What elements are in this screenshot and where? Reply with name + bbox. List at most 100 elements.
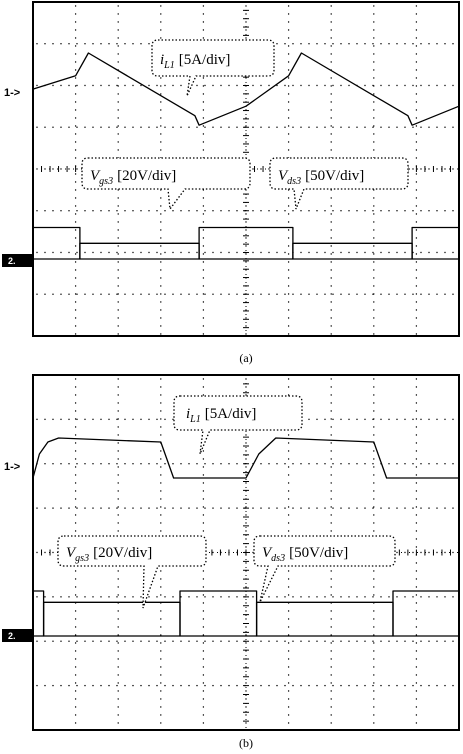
grid-dot xyxy=(116,84,118,87)
grid-dot xyxy=(373,650,375,652)
grid-dot xyxy=(300,126,302,128)
grid-dot xyxy=(74,514,77,516)
grid-dot xyxy=(287,141,290,143)
grid-dot xyxy=(452,293,454,295)
grid-dot xyxy=(236,84,238,87)
grid-dot xyxy=(180,507,182,509)
grid-dot xyxy=(202,261,205,263)
grid-dot xyxy=(74,5,77,7)
grid-dot xyxy=(68,640,70,642)
grid-dot xyxy=(160,205,162,207)
grid-dot xyxy=(287,101,290,103)
grid-dot xyxy=(245,474,247,476)
grid-dot xyxy=(60,596,62,598)
grid-dot xyxy=(396,84,398,87)
grid-dot xyxy=(196,84,198,87)
grid-dot xyxy=(116,210,118,212)
grid-dot xyxy=(373,610,375,612)
grid-dot xyxy=(316,640,318,642)
grid-dot xyxy=(452,168,454,170)
grid-dot xyxy=(202,466,205,468)
grid-dot xyxy=(212,596,214,598)
grid-dot xyxy=(74,418,77,420)
grid-dot xyxy=(132,507,134,509)
grid-dot xyxy=(330,293,332,295)
grid-dot xyxy=(117,418,119,420)
grid-dot xyxy=(373,69,375,71)
grid-dot xyxy=(428,84,430,87)
grid-dot xyxy=(415,205,418,207)
grid-dot xyxy=(202,722,205,724)
grid-dot xyxy=(202,666,205,668)
grid-dot xyxy=(373,426,375,428)
grid-dot xyxy=(287,93,290,95)
grid-dot xyxy=(236,596,238,598)
grid-dot xyxy=(202,205,205,207)
grid-dot xyxy=(76,418,78,421)
grid-dot xyxy=(444,84,446,87)
grid-dot xyxy=(452,640,454,642)
grid-dot xyxy=(220,640,222,642)
grid-dot xyxy=(202,458,205,460)
grid-dot xyxy=(100,293,102,295)
grid-dot xyxy=(245,37,247,39)
grid-dot xyxy=(245,434,247,436)
grid-dot xyxy=(204,210,206,212)
grid-dot xyxy=(74,450,77,452)
grid-dot xyxy=(212,210,214,212)
grid-dot xyxy=(324,507,326,509)
grid-dot xyxy=(300,43,302,45)
grid-dot xyxy=(373,514,375,516)
grid-dot xyxy=(330,221,332,223)
grid-dot xyxy=(260,293,262,295)
grid-dot xyxy=(332,418,334,421)
grid-dot xyxy=(388,684,390,687)
grid-dot xyxy=(415,522,418,524)
grid-dot xyxy=(415,245,418,247)
grid-dot xyxy=(148,684,150,687)
grid-dot xyxy=(415,37,418,39)
grid-dot xyxy=(202,610,205,612)
grid-dot xyxy=(287,442,290,444)
grid-dot xyxy=(415,578,418,580)
grid-dot xyxy=(380,126,382,128)
grid-dot xyxy=(74,410,77,412)
grid-dot xyxy=(74,141,77,143)
grid-dot xyxy=(245,133,247,135)
grid-dot xyxy=(117,378,119,380)
grid-dot xyxy=(202,618,205,620)
grid-dot xyxy=(415,402,418,404)
drain-voltage-trace xyxy=(33,590,459,637)
grid-dot xyxy=(287,674,290,676)
grid-dot xyxy=(428,168,430,170)
grid-dot xyxy=(180,210,182,212)
grid-dot xyxy=(316,418,318,421)
grid-dot xyxy=(276,43,278,45)
grid-dot xyxy=(330,434,332,436)
grid-dot xyxy=(348,293,350,295)
grid-dot xyxy=(36,418,38,421)
grid-dot xyxy=(92,210,94,212)
grid-dot xyxy=(404,126,406,128)
grid-dot xyxy=(388,293,390,295)
grid-dot xyxy=(287,498,290,500)
grid-dot xyxy=(287,514,290,516)
grid-dot xyxy=(287,317,290,319)
grid-dot xyxy=(44,251,46,254)
grid-dot xyxy=(52,293,54,295)
grid-dot xyxy=(100,507,102,509)
grid-dot xyxy=(287,229,290,231)
grid-dot xyxy=(164,507,166,509)
grid-dot xyxy=(60,251,62,254)
grid-dot xyxy=(100,596,102,598)
grid-dot xyxy=(330,386,332,388)
grid-dot xyxy=(452,551,454,554)
grid-dot xyxy=(202,309,205,311)
grid-dot xyxy=(373,317,375,319)
grid-dot xyxy=(292,210,294,212)
grid-dot xyxy=(316,463,318,465)
grid-dot xyxy=(348,640,350,642)
grid-dot xyxy=(245,602,247,604)
grid-dot xyxy=(348,684,350,687)
grid-dot xyxy=(117,682,119,684)
